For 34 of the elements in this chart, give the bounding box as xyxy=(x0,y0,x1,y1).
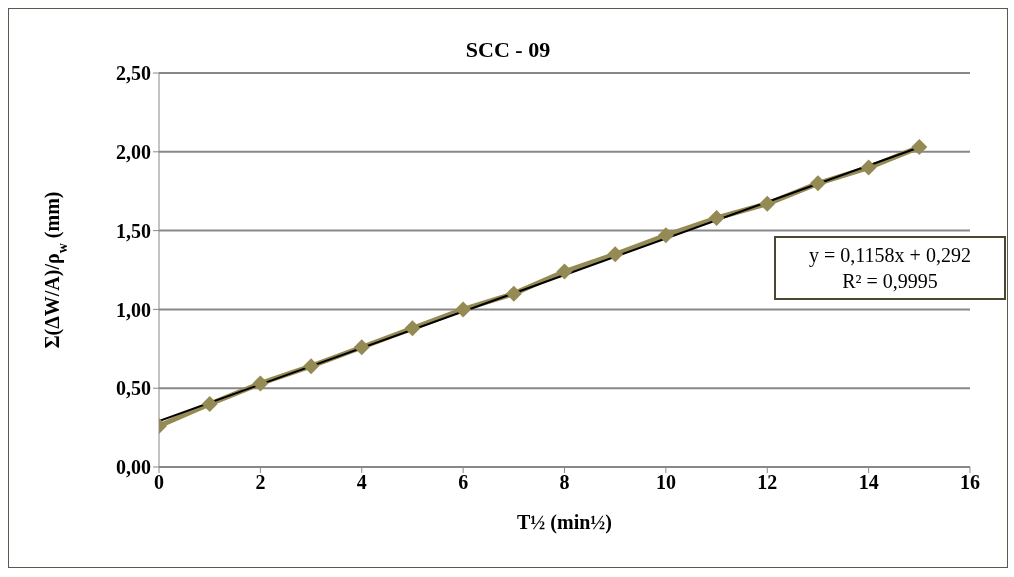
point xyxy=(809,175,826,192)
point xyxy=(607,246,624,263)
annotation: y = 0,1158x + 0,292 xyxy=(808,243,972,268)
point xyxy=(303,358,320,375)
point xyxy=(860,159,877,176)
x-tick-label: 4 xyxy=(356,471,367,494)
annotation: R² = 0,9995 xyxy=(841,269,939,294)
x-tick-label: 0 xyxy=(154,471,164,494)
point xyxy=(455,301,472,318)
y-tick-label: 1,50 xyxy=(116,219,151,242)
point xyxy=(353,339,370,356)
point xyxy=(708,209,725,226)
x-axis-title: T½ (min½) xyxy=(517,511,612,534)
y-tick-label: 2,00 xyxy=(116,140,151,163)
x-tick-label: 2 xyxy=(255,471,266,494)
x-tick-label: 8 xyxy=(559,471,570,494)
point xyxy=(404,320,421,337)
point xyxy=(556,263,573,280)
y-tick-label: 2,50 xyxy=(116,62,151,85)
point xyxy=(657,227,674,244)
y-tick-label: 0,50 xyxy=(116,377,151,400)
point xyxy=(201,395,218,412)
y-tick-label: 0,00 xyxy=(116,456,151,479)
x-tick-label: 6 xyxy=(458,471,469,494)
y-tick-label: 1,00 xyxy=(116,298,151,321)
x-tick-label: 10 xyxy=(655,471,676,494)
point xyxy=(911,139,928,156)
point xyxy=(505,285,522,302)
point xyxy=(759,195,776,212)
x-tick-label: 16 xyxy=(960,471,980,494)
point xyxy=(252,375,269,392)
x-tick-label: 12 xyxy=(757,471,778,494)
chart-title: SCC - 09 xyxy=(464,37,552,63)
x-tick-label: 14 xyxy=(858,471,879,494)
